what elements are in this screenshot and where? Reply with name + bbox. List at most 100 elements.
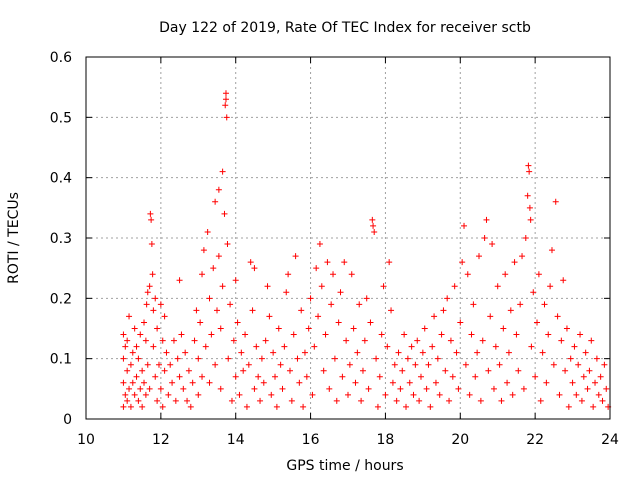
data-point: [395, 349, 402, 356]
data-point: [165, 391, 172, 398]
data-point: [300, 403, 307, 410]
data-point: [584, 385, 591, 392]
data-point: [408, 343, 415, 350]
y-tick-label: 0.6: [50, 50, 72, 66]
data-point: [590, 403, 597, 410]
data-point: [234, 319, 241, 326]
data-point: [477, 397, 484, 404]
x-tick-label: 22: [526, 432, 544, 448]
data-point: [124, 337, 131, 344]
data-point: [417, 373, 424, 380]
data-point: [492, 343, 499, 350]
data-point: [432, 379, 439, 386]
data-point: [142, 337, 149, 344]
data-point: [466, 391, 473, 398]
data-point: [210, 265, 217, 272]
data-point: [464, 271, 471, 278]
data-point: [270, 349, 277, 356]
data-point: [525, 162, 532, 169]
data-point: [185, 367, 192, 374]
data-point: [227, 301, 234, 308]
data-point: [217, 385, 224, 392]
data-point: [401, 331, 408, 338]
data-point: [489, 241, 496, 248]
data-point: [434, 355, 441, 362]
data-point: [476, 253, 482, 260]
data-point: [571, 343, 578, 350]
data-point: [534, 319, 541, 326]
data-point: [167, 361, 174, 368]
x-tick-label: 24: [601, 432, 619, 448]
data-point: [127, 361, 134, 368]
data-point: [236, 391, 243, 398]
data-point: [322, 331, 329, 338]
data-point: [404, 355, 411, 362]
data-point: [294, 355, 301, 362]
data-point: [272, 373, 279, 380]
data-point: [588, 337, 595, 344]
data-point: [292, 253, 299, 260]
data-point: [494, 283, 501, 290]
data-point: [199, 271, 206, 278]
data-point: [513, 331, 520, 338]
data-point: [603, 385, 610, 392]
data-point: [257, 397, 264, 404]
data-point: [505, 349, 512, 356]
y-axis-label: ROTI / TECUs: [6, 192, 22, 284]
data-point: [222, 96, 229, 103]
data-point: [172, 397, 179, 404]
data-point: [266, 313, 273, 320]
data-point: [586, 367, 593, 374]
data-point: [195, 391, 202, 398]
data-point: [222, 90, 229, 97]
data-point: [169, 379, 176, 386]
data-point: [131, 325, 138, 332]
chart-title: Day 122 of 2019, Rate Of TEC Index for r…: [159, 20, 531, 36]
x-tick-labels: 10 12 14 16 18 20 22 24: [77, 432, 619, 448]
data-point: [498, 397, 505, 404]
data-point: [509, 391, 516, 398]
data-point: [599, 397, 606, 404]
data-point: [593, 355, 600, 362]
data-point: [468, 331, 475, 338]
data-point: [157, 301, 164, 308]
x-tick-label: 14: [227, 432, 245, 448]
data-point: [157, 385, 164, 392]
data-point: [341, 259, 348, 266]
data-point: [397, 385, 404, 392]
data-point: [305, 325, 312, 332]
data-point: [370, 222, 377, 229]
data-point: [447, 337, 454, 344]
data-point: [223, 114, 230, 121]
data-point: [558, 337, 565, 344]
data-point: [135, 355, 142, 362]
data-point: [139, 403, 146, 410]
data-point: [378, 331, 385, 338]
data-point: [318, 283, 325, 290]
data-point: [225, 355, 232, 362]
data-point: [563, 325, 570, 332]
data-point: [365, 385, 372, 392]
data-point: [582, 349, 589, 356]
data-point: [249, 307, 256, 314]
y-tick-label: 0.3: [50, 231, 72, 247]
data-point: [215, 186, 222, 193]
data-point: [483, 216, 490, 223]
data-point: [301, 349, 308, 356]
y-tick-label: 0.4: [50, 171, 72, 187]
data-point: [180, 385, 187, 392]
data-point: [215, 253, 222, 260]
data-point: [461, 222, 468, 229]
data-point: [425, 361, 432, 368]
data-point: [230, 337, 237, 344]
data-point: [264, 283, 271, 290]
data-point: [541, 301, 548, 308]
data-point: [597, 373, 604, 380]
data-point: [144, 361, 151, 368]
data-point: [333, 397, 340, 404]
data-point: [352, 379, 359, 386]
data-point: [212, 361, 219, 368]
data-point: [391, 361, 398, 368]
data-point: [374, 403, 381, 410]
data-point: [487, 313, 494, 320]
